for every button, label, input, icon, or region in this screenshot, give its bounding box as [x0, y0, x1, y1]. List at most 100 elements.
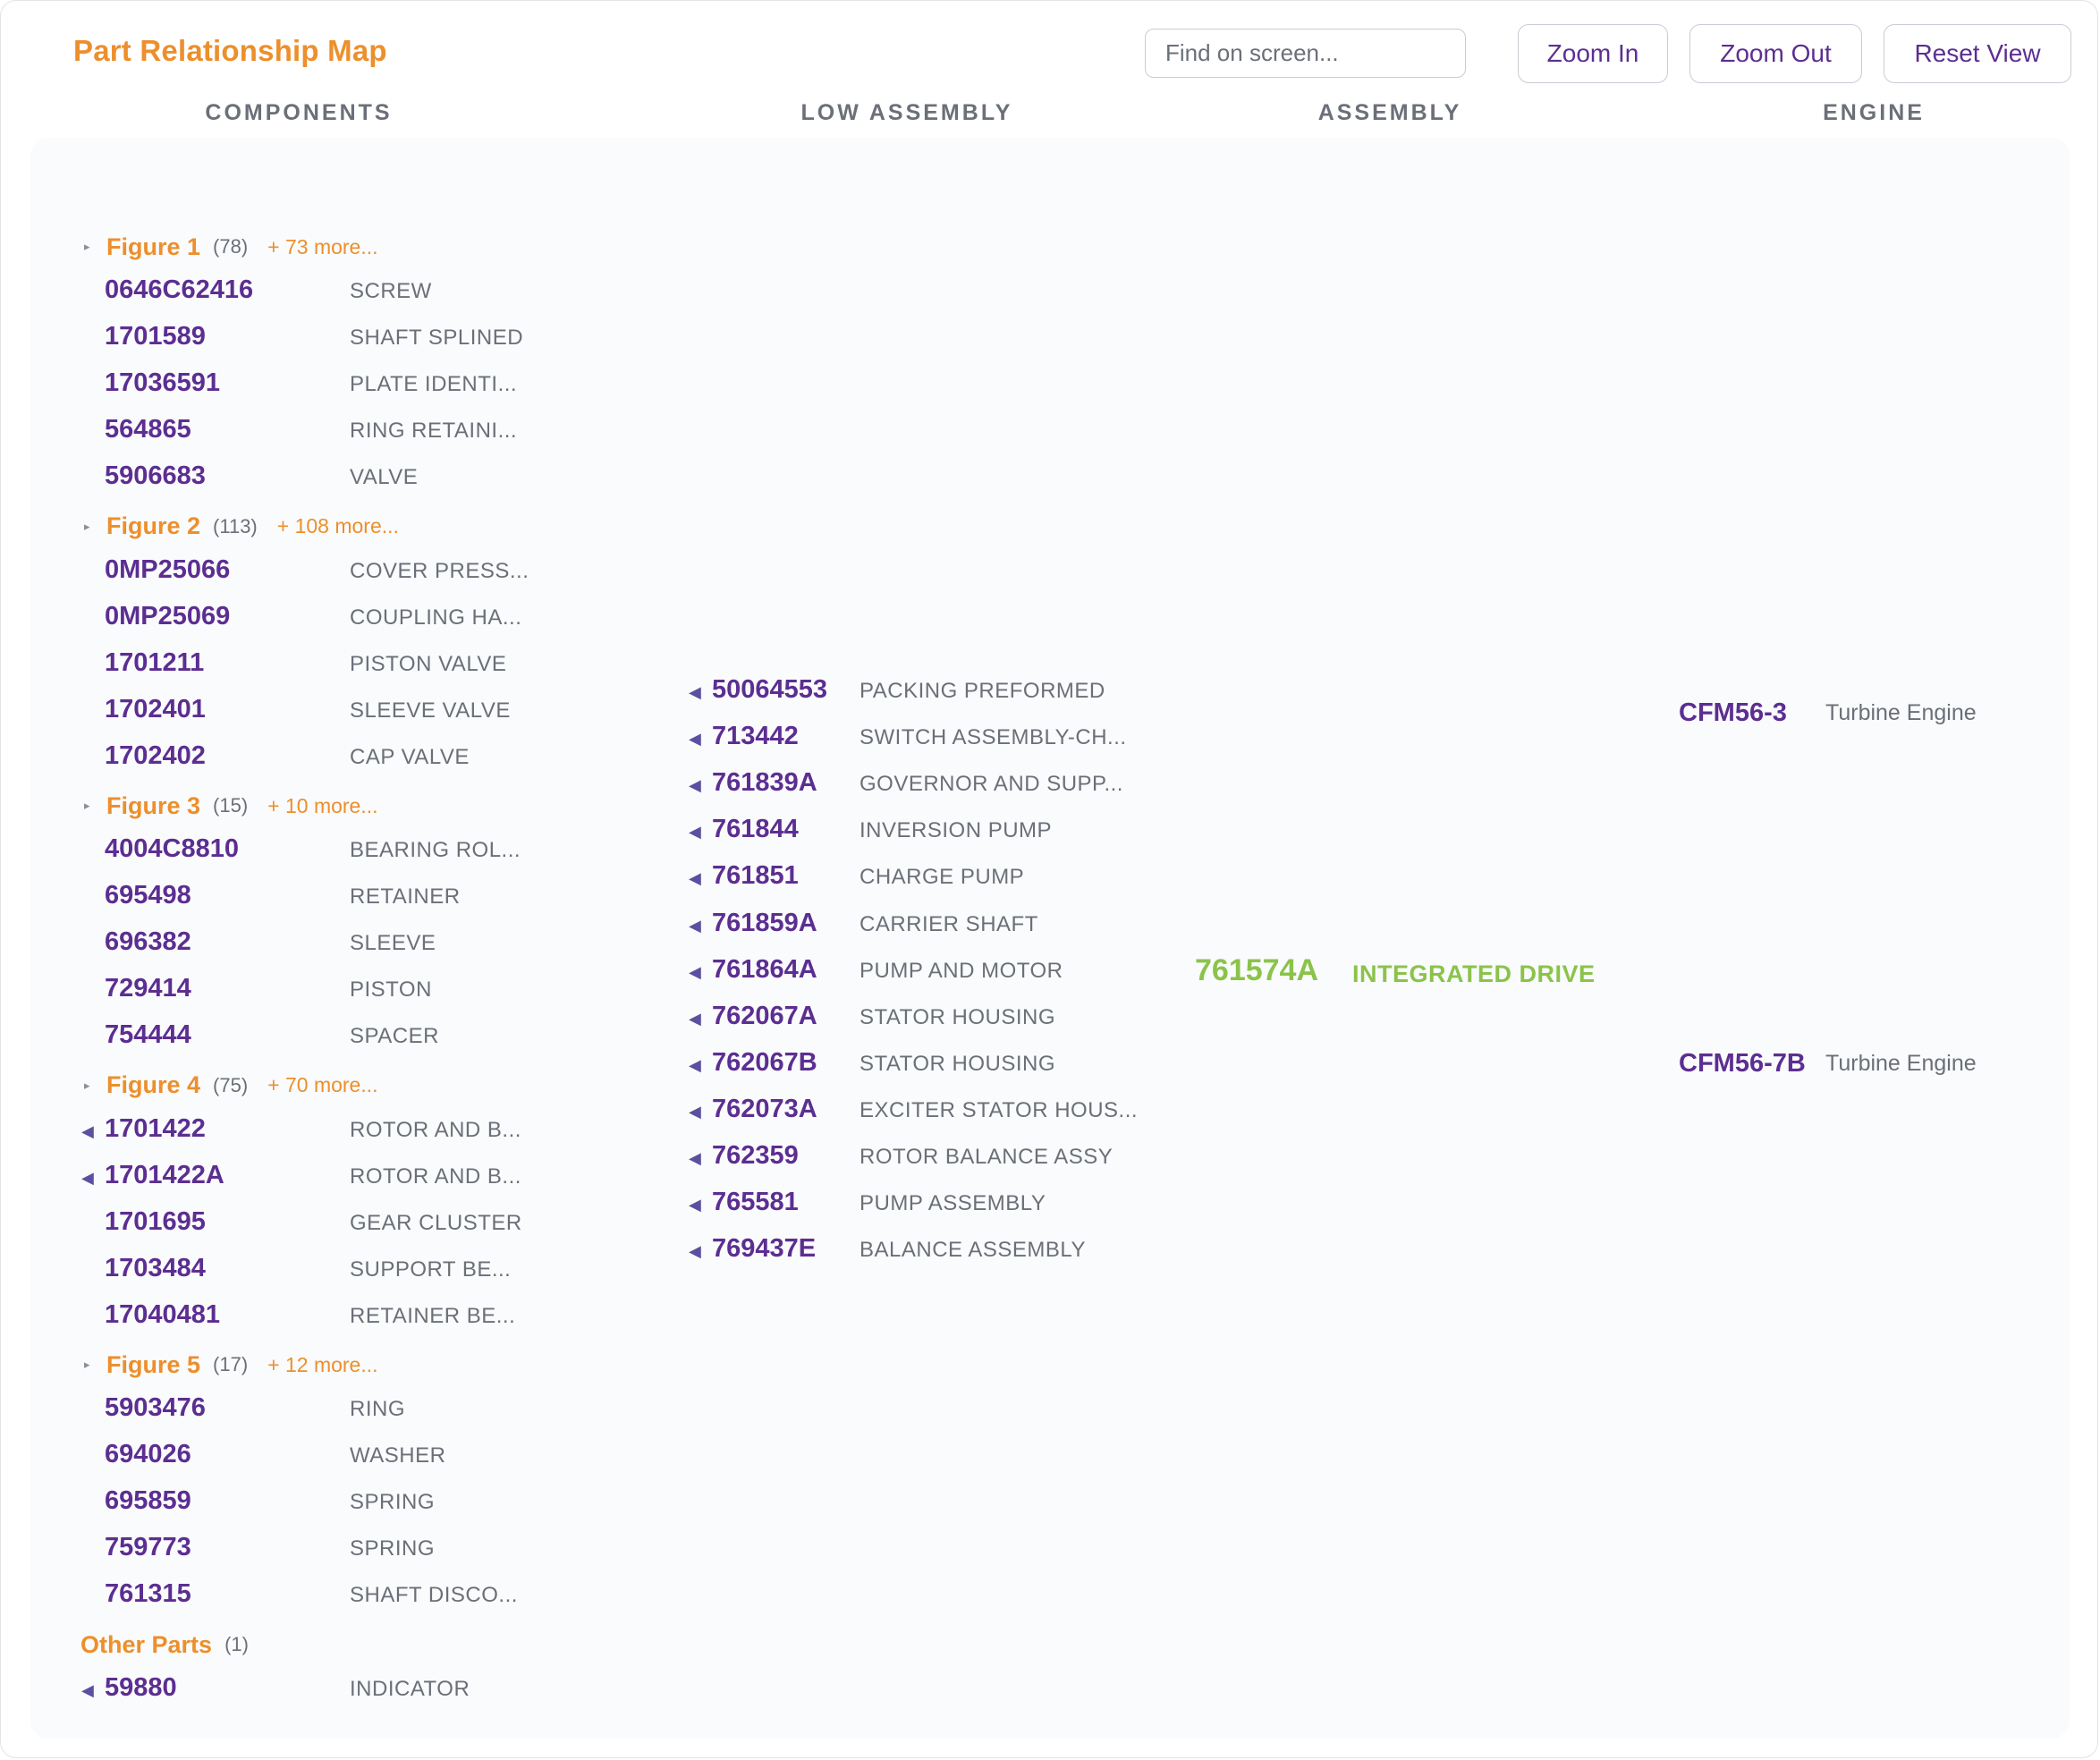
link-arrow-icon[interactable]: ◀	[689, 776, 701, 794]
low-assembly-part-number[interactable]: 762067A	[712, 1002, 817, 1030]
low-assembly-part-number[interactable]: 769437E	[712, 1234, 817, 1263]
link-arrow-icon[interactable]: ◀	[689, 1056, 701, 1074]
component-description: WASHER	[350, 1443, 446, 1468]
component-part-number[interactable]: 5903476	[105, 1393, 206, 1422]
relationship-map-canvas[interactable]	[30, 138, 2070, 1739]
other-parts-count: (1)	[224, 1633, 249, 1655]
figure-group-header[interactable]: ▸ Figure 1 (78) + 73 more...	[84, 229, 378, 265]
component-part-number[interactable]: 1703484	[105, 1254, 206, 1282]
link-arrow-icon[interactable]: ◀	[81, 1122, 94, 1140]
component-part-number[interactable]: 1701589	[105, 322, 206, 351]
low-assembly-description: EXCITER STATOR HOUS...	[859, 1098, 1139, 1122]
link-arrow-icon[interactable]: ◀	[689, 730, 701, 748]
link-arrow-icon[interactable]: ◀	[689, 1103, 701, 1121]
low-assembly-part-number[interactable]: 765581	[712, 1188, 799, 1216]
component-part-number[interactable]: 754444	[105, 1020, 191, 1049]
expand-toggle-icon[interactable]: ▸	[84, 799, 90, 812]
component-part-number[interactable]: 17040481	[105, 1300, 221, 1329]
expand-toggle-icon[interactable]: ▸	[84, 1358, 90, 1371]
low-assembly-description: PACKING PREFORMED	[859, 679, 1105, 703]
link-arrow-icon[interactable]: ◀	[689, 823, 701, 841]
link-arrow-icon[interactable]: ◀	[689, 683, 701, 701]
low-assembly-part-number[interactable]: 762073A	[712, 1095, 817, 1123]
low-assembly-part-number[interactable]: 761844	[712, 815, 799, 843]
component-part-number[interactable]: 1702401	[105, 695, 206, 723]
component-part-number[interactable]: 761315	[105, 1579, 191, 1608]
component-part-number[interactable]: 696382	[105, 927, 191, 956]
component-part-number[interactable]: 4004C8810	[105, 834, 239, 863]
low-assembly-description: SWITCH ASSEMBLY-CH...	[859, 725, 1127, 749]
component-part-number[interactable]: 0MP25069	[105, 602, 231, 630]
component-part-number[interactable]: 1701211	[105, 648, 205, 677]
low-assembly-description: BALANCE ASSEMBLY	[859, 1238, 1086, 1262]
figure-group-name[interactable]: Figure 4	[106, 1071, 201, 1098]
show-more-link[interactable]: + 10 more...	[267, 793, 378, 817]
engine-part-number[interactable]: CFM56-7B	[1679, 1049, 1806, 1078]
assembly-part-number[interactable]: 761574A	[1195, 953, 1319, 987]
component-part-number[interactable]: 17036591	[105, 368, 221, 397]
other-parts-group-header[interactable]: Other Parts (1)	[80, 1627, 249, 1663]
engine-description: Turbine Engine	[1825, 1051, 1977, 1076]
low-assembly-part-number[interactable]: 713442	[712, 722, 799, 750]
low-assembly-description: PUMP ASSEMBLY	[859, 1191, 1046, 1215]
component-part-number[interactable]: 59880	[105, 1673, 177, 1702]
zoom-out-button[interactable]: Zoom Out	[1689, 24, 1862, 83]
figure-group-header[interactable]: ▸ Figure 2 (113) + 108 more...	[84, 509, 399, 545]
link-arrow-icon[interactable]: ◀	[689, 1196, 701, 1214]
link-arrow-icon[interactable]: ◀	[689, 917, 701, 935]
figure-group-header[interactable]: ▸ Figure 5 (17) + 12 more...	[84, 1347, 378, 1383]
component-part-number[interactable]: 729414	[105, 974, 191, 1003]
link-arrow-icon[interactable]: ◀	[81, 1681, 94, 1699]
figure-group-name[interactable]: Figure 2	[106, 512, 201, 539]
figure-group-name[interactable]: Figure 5	[106, 1350, 201, 1378]
find-on-screen-input[interactable]	[1145, 29, 1466, 78]
low-assembly-part-number[interactable]: 761859A	[712, 909, 817, 937]
expand-toggle-icon[interactable]: ▸	[84, 1078, 90, 1092]
component-part-number[interactable]: 695498	[105, 881, 191, 910]
component-part-number[interactable]: 694026	[105, 1440, 191, 1468]
component-part-number[interactable]: 564865	[105, 415, 191, 444]
show-more-link[interactable]: + 70 more...	[267, 1073, 378, 1096]
other-parts-name[interactable]: Other Parts	[80, 1630, 213, 1658]
zoom-in-button[interactable]: Zoom In	[1518, 24, 1668, 83]
low-assembly-description: ROTOR BALANCE ASSY	[859, 1145, 1114, 1169]
component-part-number[interactable]: 1701695	[105, 1207, 206, 1236]
component-part-number[interactable]: 0MP25066	[105, 555, 231, 584]
component-part-number[interactable]: 1701422	[105, 1114, 206, 1143]
figure-group-name[interactable]: Figure 3	[106, 791, 201, 819]
link-arrow-icon[interactable]: ◀	[689, 1010, 701, 1028]
component-part-number[interactable]: 0646C62416	[105, 275, 254, 304]
low-assembly-part-number[interactable]: 761851	[712, 861, 799, 890]
show-more-link[interactable]: + 12 more...	[267, 1352, 378, 1376]
low-assembly-part-number[interactable]: 761864A	[712, 955, 817, 984]
component-description: COUPLING HA...	[350, 605, 522, 630]
low-assembly-part-number[interactable]: 50064553	[712, 675, 828, 704]
show-more-link[interactable]: + 73 more...	[267, 234, 378, 258]
low-assembly-part-number[interactable]: 762359	[712, 1141, 799, 1170]
figure-group-name[interactable]: Figure 1	[106, 233, 201, 260]
component-part-number[interactable]: 1701422A	[105, 1161, 224, 1189]
low-assembly-description: CARRIER SHAFT	[859, 912, 1038, 936]
expand-toggle-icon[interactable]: ▸	[84, 519, 90, 533]
component-description: RETAINER	[350, 884, 461, 909]
link-arrow-icon[interactable]: ◀	[81, 1169, 94, 1187]
reset-view-button[interactable]: Reset View	[1884, 24, 2071, 83]
engine-part-number[interactable]: CFM56-3	[1679, 698, 1787, 727]
link-arrow-icon[interactable]: ◀	[689, 1242, 701, 1260]
figure-group-header[interactable]: ▸ Figure 4 (75) + 70 more...	[84, 1068, 378, 1104]
link-arrow-icon[interactable]: ◀	[689, 963, 701, 981]
component-part-number[interactable]: 759773	[105, 1533, 191, 1561]
component-part-number[interactable]: 1702402	[105, 741, 206, 770]
page-title: Part Relationship Map	[73, 34, 387, 67]
link-arrow-icon[interactable]: ◀	[689, 1149, 701, 1167]
component-part-number[interactable]: 5906683	[105, 461, 206, 490]
expand-toggle-icon[interactable]: ▸	[84, 240, 90, 253]
low-assembly-description: CHARGE PUMP	[859, 865, 1025, 889]
figure-group-header[interactable]: ▸ Figure 3 (15) + 10 more...	[84, 788, 378, 824]
component-description: PISTON VALVE	[350, 652, 507, 676]
low-assembly-part-number[interactable]: 762067B	[712, 1048, 817, 1077]
low-assembly-part-number[interactable]: 761839A	[712, 768, 817, 797]
show-more-link[interactable]: + 108 more...	[276, 514, 399, 537]
link-arrow-icon[interactable]: ◀	[689, 869, 701, 887]
component-part-number[interactable]: 695859	[105, 1486, 191, 1515]
